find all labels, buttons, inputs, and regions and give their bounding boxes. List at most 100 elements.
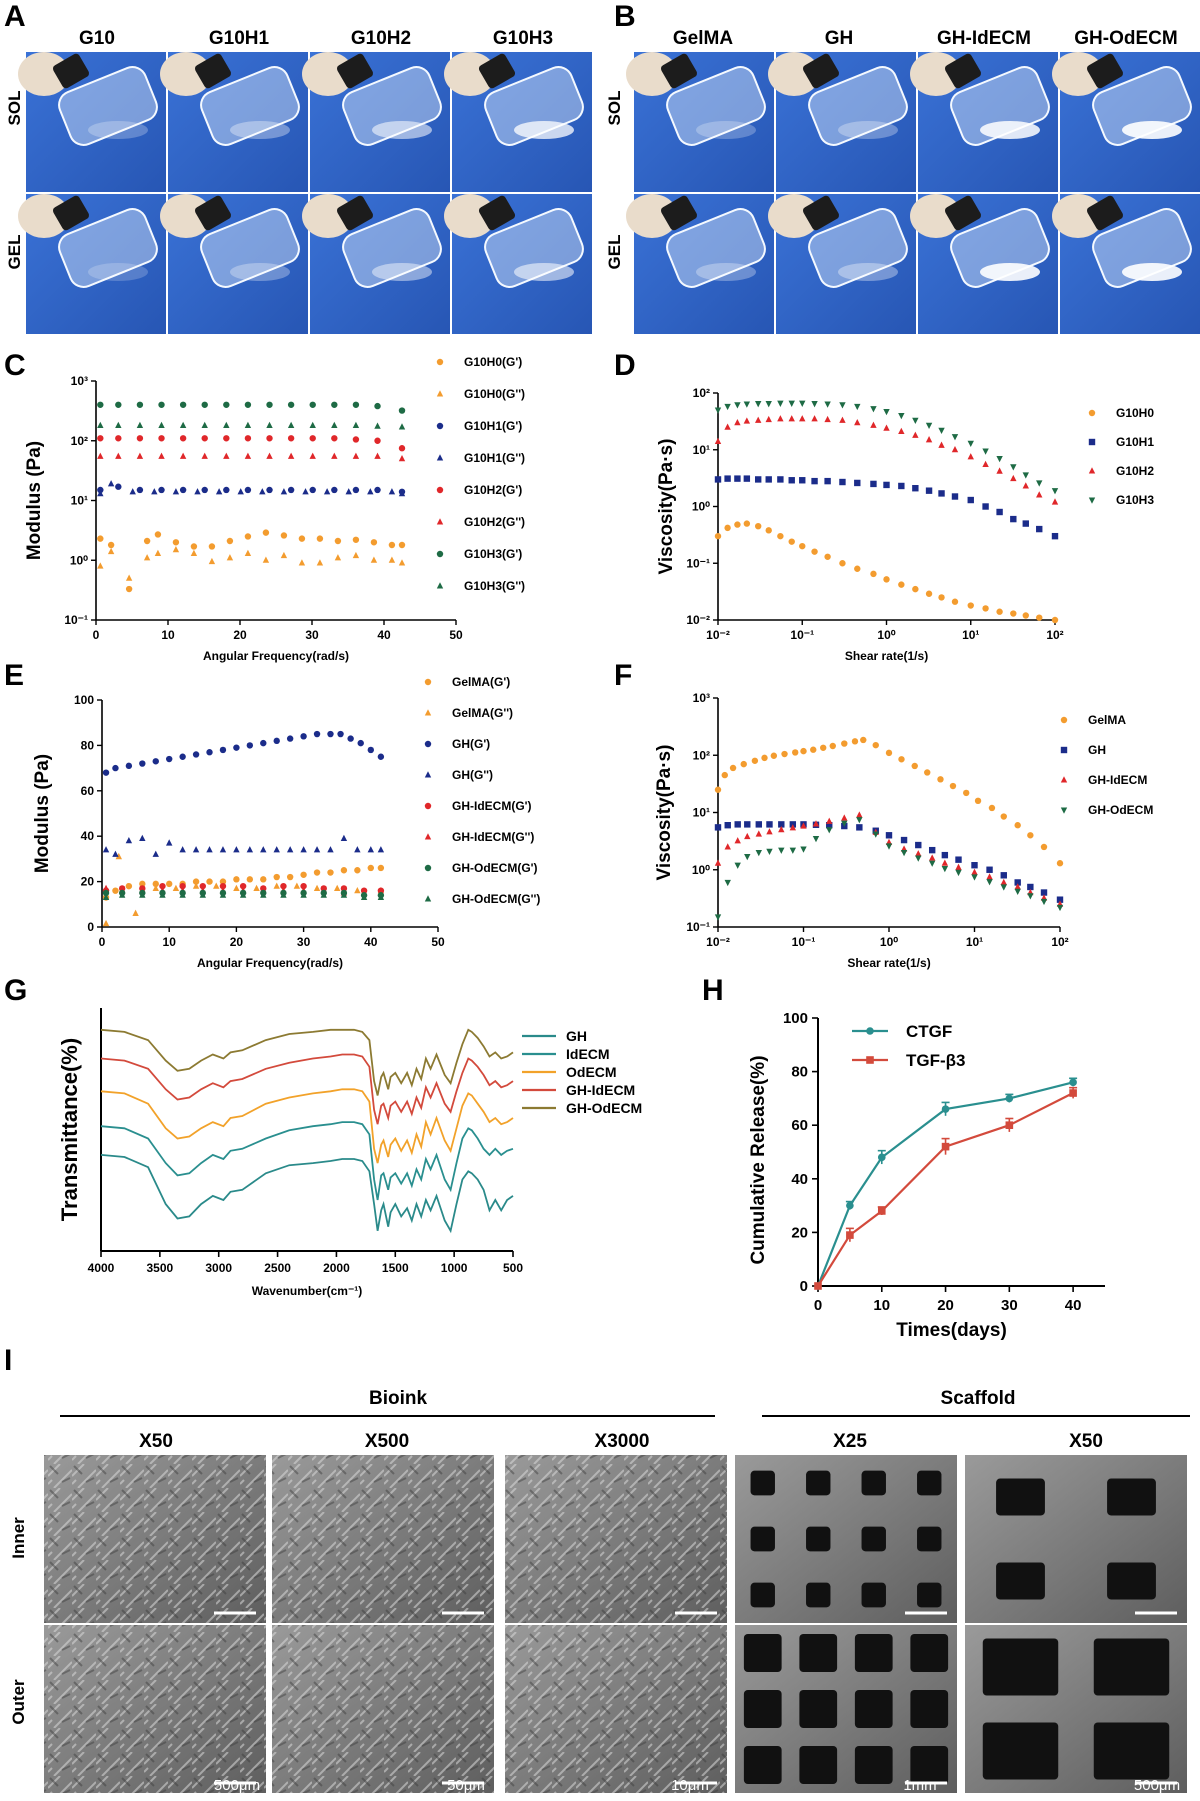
chart-e-point (102, 919, 110, 927)
chart-c-point (97, 486, 104, 494)
chart-c-series-g10h1-g (97, 480, 406, 497)
chart-d-point (854, 479, 861, 487)
sem-tile-r1-c1-texture (44, 1455, 266, 1623)
chart-d-point (982, 503, 989, 510)
photo-a-r2-c2-sample-icon (230, 263, 290, 281)
chart-e-point (280, 882, 287, 890)
sem-tile-r2-c4-pore (854, 1745, 893, 1785)
chart-d-point (938, 490, 945, 497)
photo-a-r1-c2-glove-icon (160, 52, 212, 96)
sem-tile-r1-c4 (735, 1455, 957, 1623)
photo-b-r1-c1-sample-icon (696, 121, 756, 139)
chart-d-point (811, 548, 818, 555)
chart-e-point (139, 880, 146, 888)
chart-d-point (799, 477, 806, 484)
chart-f-point (778, 847, 785, 854)
chart-f-point (1000, 884, 1007, 891)
chart-c-legend-marker (436, 518, 444, 525)
photo-a-r2-c3-glove-icon (302, 194, 354, 238)
chart-d-point (799, 415, 806, 422)
chart-e-legend-label: GH-IdECM(G'') (452, 830, 534, 844)
sem-tile-r2-c5 (965, 1625, 1187, 1793)
photo-a-r2-c4-glove-icon (444, 194, 496, 238)
chart-e-point (159, 891, 166, 898)
chart-f-point (937, 776, 944, 783)
chart-c-point (237, 488, 244, 495)
chart-c-point (97, 535, 104, 542)
chart-g-legend-entry: GH-IdECM (522, 1082, 635, 1098)
chart-e-point (260, 846, 267, 853)
chart-c-point (298, 559, 306, 566)
chart-e-point (354, 846, 361, 853)
chart-f-point (949, 782, 957, 790)
sem-panel-i: I Bioink Scaffold X50 X500 X3000 X25 X50… (4, 1344, 1190, 1794)
chart-d-point (714, 437, 722, 445)
chart-f-point (724, 822, 731, 829)
chart-e-point (139, 760, 146, 767)
chart-f-legend-marker (1060, 807, 1068, 814)
chart-f-point (820, 744, 827, 751)
chart-c-point (316, 559, 324, 566)
chart-c-legend-label: G10H3(G') (464, 547, 522, 561)
chart-d-legend-marker (1088, 409, 1096, 417)
chart-f-point (986, 866, 993, 873)
chart-f-point (1040, 889, 1048, 896)
chart-c-x-tick-label: 20 (233, 628, 247, 642)
chart-d-legend-label: G10H3 (1116, 493, 1154, 507)
chart-f-point (860, 736, 867, 744)
chart-d-point (870, 421, 877, 428)
chart-f-point (1040, 898, 1048, 906)
photo-b-r2-c3-cap-icon (944, 195, 982, 231)
chart-f-point (1000, 878, 1007, 886)
chart-e-y-tick-label: 40 (81, 829, 95, 843)
chart-f-point (1056, 860, 1064, 867)
chart-f-point (761, 754, 768, 762)
sem-tile-r2-c4-pore (743, 1633, 782, 1673)
chart-f-x-tick-label: 10⁻¹ (792, 935, 816, 949)
chart-d-point (754, 522, 762, 530)
chart-c-point (398, 423, 406, 430)
chart-e-point (179, 753, 186, 760)
chart-c-legend-entry: G10H0(G') (436, 355, 522, 369)
photo-b-row-gel: GEL (605, 235, 624, 270)
chart-e-x-tick-label: 20 (230, 935, 244, 949)
chart-e-point (125, 762, 133, 770)
chart-c-point (244, 421, 252, 429)
photo-b-row-sol: SOL (605, 91, 624, 126)
chart-d-point (714, 407, 722, 414)
chart-g-line-odecm (100, 1088, 514, 1164)
chart-e-point (340, 885, 348, 892)
chart-d-point (777, 415, 784, 422)
chart-e-y-tick-label: 0 (87, 920, 94, 934)
chart-f-point (800, 846, 807, 853)
chart-d-point (799, 400, 806, 407)
chart-e-point (246, 876, 254, 883)
chart-h-y-axis-title: Cumulative Release(%) (748, 1055, 769, 1264)
chart-e-y-axis-title: Modulus (Pa) (32, 754, 53, 873)
chart-f-point (714, 786, 722, 793)
sem-tile-r1-c4-pore (917, 1470, 942, 1496)
chart-c-legend-marker (436, 454, 444, 461)
chart-d-point (1051, 532, 1059, 540)
chart-d-point (854, 403, 861, 411)
sem-col-2: X500 (365, 1431, 409, 1452)
sem-tile-r2-c4-pore (910, 1689, 949, 1729)
chart-d-point (754, 476, 762, 483)
sem-scale-label-4: 1mm (903, 1777, 936, 1794)
chart-g-legend-label: GH-IdECM (566, 1082, 635, 1098)
chart-f-point (800, 747, 807, 755)
chart-d-point (1036, 480, 1043, 487)
chart-c-point (388, 488, 396, 495)
chart-e-legend-label: GelMA(G') (452, 675, 510, 689)
chart-e-legend-marker (424, 802, 432, 810)
chart-e-point (152, 850, 159, 857)
photo-b-r1-c1-cap-icon (660, 53, 698, 89)
photo-b-r2-c3 (910, 194, 1058, 334)
chart-e-point (300, 871, 307, 878)
chart-e-point (102, 893, 110, 901)
chart-d-point (1022, 472, 1029, 479)
chart-d-y-tick-label: 10⁻² (686, 613, 710, 627)
photo-b-r1-c4 (1052, 52, 1200, 192)
chart-h-line (817, 1092, 1074, 1287)
photo-a-r2-c2 (160, 194, 308, 334)
